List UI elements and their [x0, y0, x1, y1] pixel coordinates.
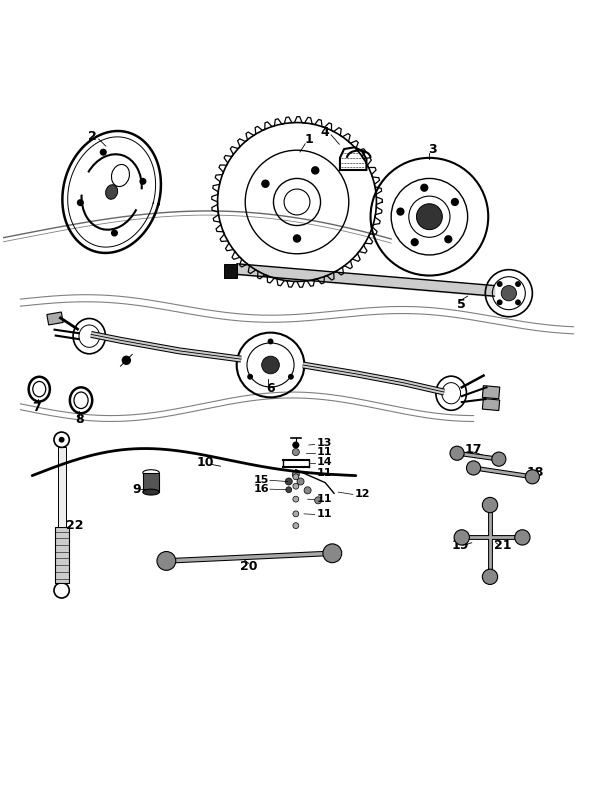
- Circle shape: [315, 497, 322, 504]
- Circle shape: [410, 238, 419, 246]
- Ellipse shape: [143, 489, 159, 495]
- Ellipse shape: [106, 185, 118, 199]
- Bar: [55, 526, 69, 582]
- Circle shape: [247, 373, 253, 380]
- Text: 11: 11: [317, 509, 332, 519]
- Text: 22: 22: [66, 519, 83, 532]
- Circle shape: [466, 461, 481, 475]
- Text: 15: 15: [254, 475, 270, 484]
- Circle shape: [267, 339, 273, 344]
- Circle shape: [293, 235, 301, 242]
- Circle shape: [293, 522, 299, 529]
- Circle shape: [420, 184, 428, 192]
- Text: 18: 18: [527, 467, 544, 480]
- Circle shape: [525, 470, 539, 484]
- Circle shape: [262, 356, 279, 373]
- Circle shape: [497, 300, 503, 305]
- Text: 13: 13: [317, 438, 332, 448]
- Text: 1: 1: [304, 133, 313, 146]
- Circle shape: [454, 530, 469, 545]
- Circle shape: [157, 552, 176, 570]
- Circle shape: [100, 149, 107, 156]
- Bar: [143, 473, 159, 492]
- Text: 21: 21: [494, 539, 511, 552]
- Bar: [482, 386, 500, 399]
- Text: 16: 16: [254, 484, 270, 493]
- Circle shape: [293, 474, 299, 480]
- Text: 4: 4: [321, 126, 330, 139]
- Text: 7: 7: [33, 401, 41, 414]
- Circle shape: [444, 235, 453, 243]
- Circle shape: [515, 281, 521, 287]
- Circle shape: [323, 544, 342, 563]
- Circle shape: [292, 449, 299, 455]
- Circle shape: [286, 487, 292, 492]
- Circle shape: [292, 471, 299, 478]
- Text: 9: 9: [132, 483, 141, 496]
- Circle shape: [297, 478, 304, 485]
- Circle shape: [450, 446, 464, 460]
- Circle shape: [292, 441, 299, 449]
- Text: 19: 19: [451, 539, 469, 552]
- Circle shape: [285, 478, 292, 485]
- Text: 10: 10: [197, 455, 214, 468]
- Circle shape: [293, 484, 299, 489]
- Text: 2: 2: [89, 130, 97, 143]
- Text: 17: 17: [465, 442, 482, 456]
- Text: 6: 6: [266, 382, 275, 395]
- Text: 5: 5: [457, 298, 466, 312]
- Text: 12: 12: [355, 489, 371, 500]
- Circle shape: [312, 167, 319, 174]
- Circle shape: [262, 180, 269, 187]
- Bar: [224, 264, 237, 278]
- Circle shape: [59, 437, 65, 442]
- Circle shape: [140, 177, 147, 185]
- Circle shape: [111, 229, 118, 237]
- Circle shape: [288, 373, 294, 380]
- Text: 8: 8: [75, 413, 84, 426]
- Bar: [58, 447, 66, 526]
- Text: 14: 14: [316, 457, 332, 467]
- Circle shape: [515, 300, 521, 305]
- Bar: [482, 399, 500, 411]
- Circle shape: [416, 204, 443, 230]
- Circle shape: [482, 497, 498, 513]
- Circle shape: [293, 511, 299, 517]
- Text: 20: 20: [240, 560, 257, 573]
- Circle shape: [515, 530, 530, 545]
- Circle shape: [501, 286, 517, 301]
- Text: 11: 11: [317, 467, 332, 478]
- Circle shape: [293, 497, 299, 502]
- Circle shape: [482, 569, 498, 585]
- Circle shape: [492, 452, 506, 467]
- Circle shape: [122, 356, 131, 365]
- Text: 11: 11: [317, 494, 332, 504]
- Circle shape: [451, 198, 459, 206]
- Bar: [47, 312, 63, 325]
- Text: 3: 3: [428, 143, 437, 156]
- Circle shape: [304, 487, 311, 494]
- Circle shape: [497, 281, 503, 287]
- Circle shape: [77, 199, 84, 207]
- Text: 11: 11: [317, 447, 332, 457]
- Circle shape: [396, 207, 405, 215]
